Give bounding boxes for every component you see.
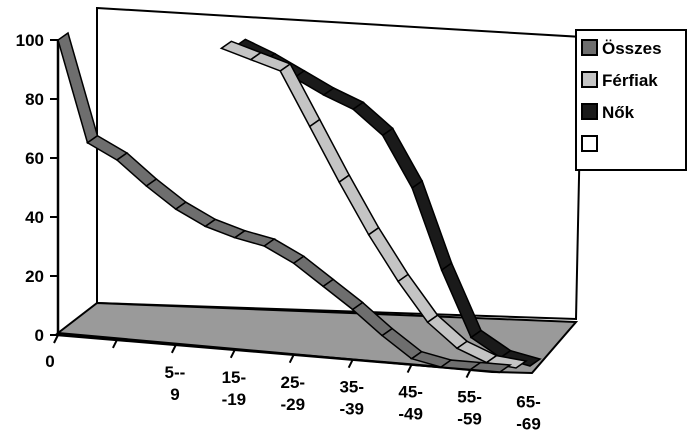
legend-label: Férfiak — [602, 71, 658, 90]
series-segment — [468, 361, 513, 373]
legend-swatch — [581, 135, 598, 152]
x-tick-label: 65--69 — [516, 393, 541, 434]
x-tick-label: 45--49 — [398, 383, 423, 424]
series-2-ribbon — [219, 40, 528, 369]
x-tick-label: 55--59 — [457, 388, 482, 429]
legend-label: Összes — [602, 39, 662, 58]
series-segment — [57, 31, 99, 144]
legend-swatch — [581, 71, 598, 88]
x-tick-label: 15--19 — [222, 368, 247, 409]
y-tick-label: 20 — [25, 267, 44, 286]
x-tick-label: 0 — [45, 352, 54, 371]
series-1-ribbon — [57, 31, 513, 373]
legend: Összes Férfiak Nők — [575, 29, 687, 171]
y-tick-label: 80 — [25, 90, 44, 109]
y-axis-ticks: 0 20 40 60 80 100 — [16, 31, 58, 345]
plot-frame — [55, 6, 584, 375]
legend-swatch — [581, 103, 598, 120]
x-tick-label: 35--39 — [339, 378, 364, 419]
y-tick-label: 60 — [25, 149, 44, 168]
x-tick-mark — [288, 354, 295, 364]
legend-label: Nők — [602, 103, 635, 122]
y-tick-label: 0 — [35, 326, 44, 345]
x-tick-mark — [170, 344, 177, 354]
x-axis — [57, 333, 501, 374]
x-tick-mark — [347, 359, 354, 369]
series-ribbons — [57, 31, 542, 373]
x-tick-mark — [229, 349, 236, 359]
legend-swatch — [581, 39, 598, 56]
x-tick-mark — [406, 364, 413, 374]
series-3-ribbon — [233, 38, 542, 367]
x-tick-mark — [465, 369, 472, 378]
x-tick-label: 25--29 — [281, 373, 306, 414]
x-tick-label: 5--9 — [165, 363, 186, 404]
x-axis-ticks: 0 5--9 15--19 25--29 35--39 45--49 55--59 65--6… — [45, 334, 541, 434]
y-tick-label: 100 — [16, 31, 44, 50]
x-tick-mark — [53, 334, 59, 344]
x-tick-mark — [112, 339, 118, 349]
y-tick-label: 40 — [25, 208, 44, 227]
